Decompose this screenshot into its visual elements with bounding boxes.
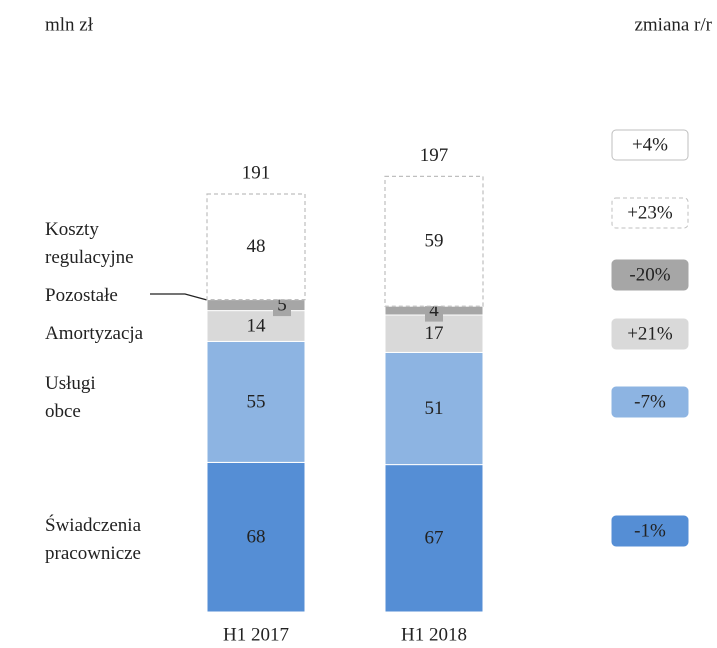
value-label: 5 xyxy=(277,294,287,315)
bar-segment xyxy=(206,340,306,463)
x-tick-label: H1 2017 xyxy=(223,624,289,645)
change-label: +21% xyxy=(627,323,673,344)
legend-label: Pozostałe xyxy=(45,285,118,306)
value-label: 51 xyxy=(425,398,444,419)
change-box xyxy=(611,515,689,547)
legend-label: Usługi obce xyxy=(45,373,100,422)
value-label: 55 xyxy=(247,391,266,412)
change-label: -20% xyxy=(629,264,670,285)
leader-line xyxy=(150,293,208,301)
legend-label: Koszty regulacyjne xyxy=(45,219,134,268)
change-label: -1% xyxy=(634,520,666,541)
total-label: 191 xyxy=(242,162,271,183)
value-label: 48 xyxy=(247,236,266,257)
value-label: 17 xyxy=(425,323,444,344)
total-label: 197 xyxy=(420,145,449,166)
bar-segment xyxy=(206,461,306,613)
value-label-box xyxy=(273,295,291,317)
change-label: +23% xyxy=(627,202,673,223)
legend-label: Amortyzacja xyxy=(45,323,144,344)
change-label: +4% xyxy=(632,134,668,155)
bar-segment xyxy=(206,193,306,301)
unit-label: mln zł xyxy=(45,14,94,35)
legend-label: Świadczenia pracownicze xyxy=(45,514,146,564)
value-label: 4 xyxy=(429,300,439,321)
change-label: zmiana r/r xyxy=(634,14,712,35)
value-label: 59 xyxy=(425,231,444,252)
change-box xyxy=(611,318,689,350)
value-label: 68 xyxy=(247,527,266,548)
change-label: -7% xyxy=(634,391,666,412)
change-box xyxy=(611,259,689,291)
value-label: 67 xyxy=(425,528,444,549)
change-box xyxy=(611,129,689,161)
x-tick-label: H1 2018 xyxy=(401,624,467,645)
bar-segment xyxy=(384,175,484,307)
change-box xyxy=(611,197,689,229)
value-label: 14 xyxy=(247,315,267,336)
change-box xyxy=(611,386,689,418)
